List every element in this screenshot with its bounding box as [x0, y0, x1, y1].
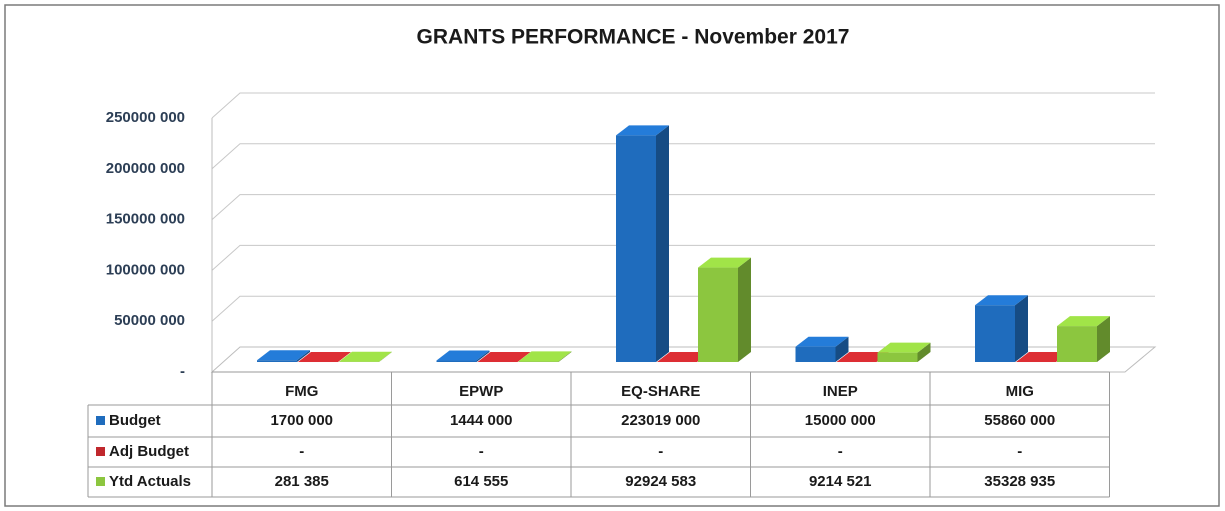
bar-side — [917, 342, 931, 362]
legend-swatch — [96, 416, 105, 425]
data-label: 9214 521 — [809, 473, 872, 490]
data-label: - — [838, 443, 843, 460]
data-label: - — [479, 443, 484, 460]
x-tick-label: EQ-SHARE — [621, 383, 700, 400]
x-tick-label: MIG — [1006, 383, 1034, 400]
data-label: - — [1017, 443, 1022, 460]
bar-top — [698, 257, 751, 268]
y-tick-label: 150000 000 — [106, 211, 185, 228]
data-label: 92924 583 — [625, 473, 696, 490]
data-label: 1700 000 — [270, 412, 333, 429]
bar-top — [657, 352, 710, 362]
data-label: 281 385 — [275, 473, 329, 490]
bar — [616, 135, 656, 362]
bar-top — [1057, 316, 1110, 327]
bar — [877, 352, 918, 362]
bar-top — [339, 351, 392, 362]
x-tick-label: FMG — [285, 383, 318, 400]
bar-side — [738, 257, 751, 362]
y-tick-label: 250000 000 — [106, 109, 185, 126]
grid-line — [211, 295, 1155, 322]
bar — [257, 360, 297, 362]
grid-line — [211, 143, 1155, 170]
bar-top — [477, 352, 531, 362]
legend-label: Ytd Actuals — [109, 473, 191, 490]
bar-side — [1097, 316, 1110, 362]
bar — [436, 360, 477, 362]
bar-top — [836, 352, 890, 362]
grid-line — [211, 92, 1155, 119]
bar-side — [379, 351, 392, 362]
data-label: 55860 000 — [984, 412, 1055, 429]
bar-side — [558, 351, 572, 362]
bar-top — [877, 342, 931, 353]
chart-title: GRANTS PERFORMANCE - November 2017 — [417, 26, 850, 49]
y-tick-label: 200000 000 — [106, 160, 185, 177]
bar-top — [257, 350, 310, 361]
grid-line — [211, 244, 1155, 271]
bar — [795, 346, 836, 362]
legend-swatch — [96, 447, 105, 456]
bar-side — [835, 336, 849, 362]
x-tick-label: INEP — [823, 383, 858, 400]
legend-label: Budget — [109, 412, 161, 429]
bar — [1057, 326, 1097, 362]
bar — [518, 361, 559, 362]
data-label: - — [299, 443, 304, 460]
legend-swatch — [96, 477, 105, 486]
bar-top — [1016, 352, 1069, 362]
legend-label: Adj Budget — [109, 443, 189, 460]
y-tick-label: 50000 000 — [114, 312, 185, 329]
chart-border — [4, 4, 1220, 507]
data-label: 1444 000 — [450, 412, 513, 429]
grid-line — [211, 194, 1155, 220]
bar-top — [975, 295, 1028, 306]
bar-side — [476, 350, 490, 362]
bar-top — [298, 352, 351, 362]
bar-side — [1015, 295, 1028, 362]
data-label: 223019 000 — [621, 412, 700, 429]
bar-top — [518, 351, 572, 362]
bar-top — [795, 336, 849, 347]
y-tick-label: 100000 000 — [106, 261, 185, 278]
bar-top — [436, 350, 490, 361]
data-label: 15000 000 — [805, 412, 876, 429]
bar — [975, 305, 1015, 362]
bar-top — [616, 125, 669, 136]
data-label: 35328 935 — [984, 473, 1055, 490]
bar-side — [297, 350, 310, 362]
data-label: - — [658, 443, 663, 460]
bar-side — [656, 125, 669, 363]
data-label: 614 555 — [454, 473, 508, 490]
y-tick-label: - — [180, 363, 185, 380]
x-tick-label: EPWP — [459, 383, 503, 400]
bar — [698, 267, 738, 362]
